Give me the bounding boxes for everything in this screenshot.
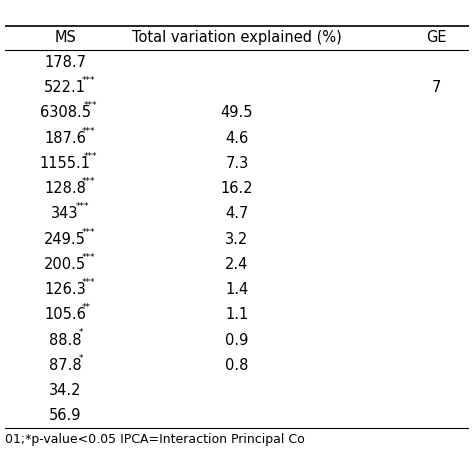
Text: **: **	[82, 303, 91, 312]
Text: ***: ***	[82, 76, 95, 85]
Text: ***: ***	[82, 278, 95, 287]
Text: 56.9: 56.9	[49, 408, 82, 423]
Text: 87.8: 87.8	[49, 358, 82, 373]
Text: 0.8: 0.8	[225, 358, 249, 373]
Text: 3.2: 3.2	[225, 232, 249, 246]
Text: *: *	[79, 354, 83, 363]
Text: 4.7: 4.7	[225, 206, 249, 221]
Text: *: *	[79, 328, 83, 337]
Text: 187.6: 187.6	[44, 131, 86, 146]
Text: 88.8: 88.8	[49, 333, 82, 347]
Text: ***: ***	[84, 152, 98, 161]
Text: 200.5: 200.5	[44, 257, 86, 272]
Text: 522.1: 522.1	[44, 80, 86, 95]
Text: 128.8: 128.8	[44, 181, 86, 196]
Text: ***: ***	[82, 177, 95, 186]
Text: GE: GE	[427, 30, 447, 45]
Text: 105.6: 105.6	[44, 307, 86, 322]
Text: 1.1: 1.1	[225, 307, 249, 322]
Text: ***: ***	[76, 202, 89, 211]
Text: 49.5: 49.5	[221, 105, 253, 120]
Text: 7.3: 7.3	[225, 156, 249, 171]
Text: ***: ***	[82, 127, 95, 136]
Text: 01;*p-value<0.05 IPCA=Interaction Principal Co: 01;*p-value<0.05 IPCA=Interaction Princi…	[5, 433, 304, 446]
Text: 2.4: 2.4	[225, 257, 249, 272]
Text: 1.4: 1.4	[225, 282, 249, 297]
Text: 16.2: 16.2	[221, 181, 253, 196]
Text: 4.6: 4.6	[225, 131, 249, 146]
Text: 178.7: 178.7	[44, 55, 86, 70]
Text: 249.5: 249.5	[44, 232, 86, 246]
Text: 6308.5: 6308.5	[40, 105, 91, 120]
Text: Total variation explained (%): Total variation explained (%)	[132, 30, 342, 45]
Text: 1155.1: 1155.1	[40, 156, 91, 171]
Text: ***: ***	[82, 253, 95, 262]
Text: 0.9: 0.9	[225, 333, 249, 347]
Text: 343: 343	[51, 206, 79, 221]
Text: 7: 7	[432, 80, 441, 95]
Text: 34.2: 34.2	[49, 383, 82, 398]
Text: MS: MS	[54, 30, 76, 45]
Text: ***: ***	[84, 101, 98, 110]
Text: ***: ***	[82, 228, 95, 237]
Text: 126.3: 126.3	[44, 282, 86, 297]
